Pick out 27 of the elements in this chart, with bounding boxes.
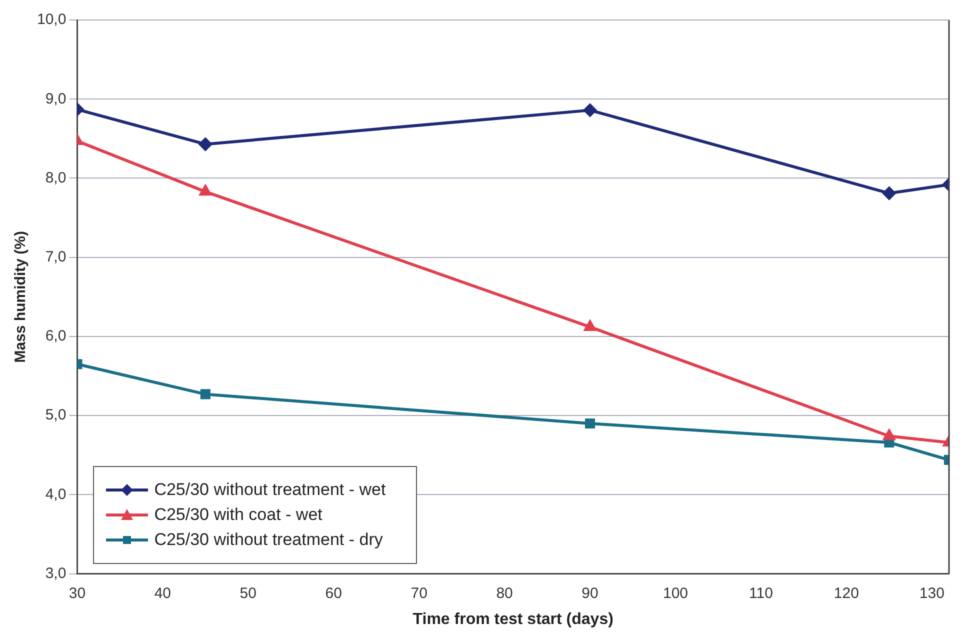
y-tick-label: 9,0 — [45, 90, 66, 108]
x-tick-label: 70 — [410, 584, 428, 602]
legend-label: C25/30 with coat - wet — [154, 504, 322, 525]
y-tick-label: 5,0 — [45, 406, 66, 424]
y-tick-label: 8,0 — [45, 169, 66, 186]
x-tick-label: 100 — [662, 584, 688, 602]
x-tick-label: 50 — [240, 584, 256, 602]
y-tick-label: 6,0 — [45, 328, 66, 345]
x-tick-label: 40 — [154, 584, 172, 602]
x-tick-label: 30 — [68, 584, 86, 602]
point — [584, 104, 597, 117]
x-tick-label: 60 — [325, 584, 342, 602]
x-tick-label: 110 — [749, 584, 773, 602]
point — [584, 320, 596, 331]
legend-label: C25/30 without treatment - dry — [154, 530, 383, 550]
x-axis-title: Time from test start (days) — [412, 610, 614, 628]
x-tick-label: 90 — [582, 584, 598, 602]
y-tick-label: 3,0 — [45, 564, 66, 582]
x-tick-label: 80 — [496, 584, 513, 602]
legend-label: C25/30 without treatment - wet — [154, 480, 386, 500]
y-tick-label: 7,0 — [45, 248, 66, 266]
y-axis-title: Mass humidity (%) — [12, 231, 30, 363]
x-tick-label: 120 — [834, 584, 859, 602]
y-tick-label: 4,0 — [45, 486, 66, 503]
point — [584, 418, 596, 429]
y-tick-label: 10,0 — [36, 11, 66, 28]
x-tick-label: 130 — [919, 584, 944, 602]
